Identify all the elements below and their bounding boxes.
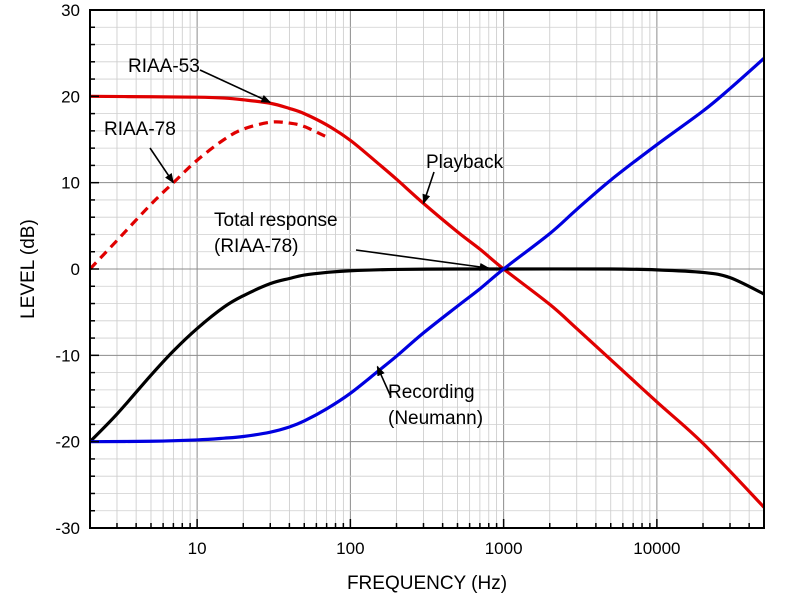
annotation-arrow-riaa-53 bbox=[199, 69, 272, 104]
annotation-total-response-line2: (RIAA-78) bbox=[214, 236, 298, 257]
annotation-total-response: Total response bbox=[214, 210, 338, 231]
tick-labels: 10 100 1000 10000 -30 -20 -10 0 10 20 30 bbox=[55, 1, 680, 558]
y-tick-label: -10 bbox=[55, 346, 80, 365]
annotation-arrow-recording bbox=[376, 365, 392, 398]
x-tick-label: 100 bbox=[336, 539, 364, 558]
series-line-total-response bbox=[90, 267, 764, 443]
series-line-riaa-78 bbox=[90, 120, 328, 271]
series-line-riaa-53 bbox=[90, 94, 764, 509]
annotation-playback: Playback bbox=[426, 152, 504, 173]
annotation-riaa-78: RIAA-78 bbox=[104, 119, 176, 140]
y-tick-label: 0 bbox=[71, 260, 80, 279]
series-line-recording bbox=[90, 57, 764, 444]
annotation-recording-line2: (Neumann) bbox=[388, 408, 483, 429]
annotation-recording: Recording bbox=[388, 382, 475, 403]
annotation-riaa-53: RIAA-53 bbox=[128, 56, 200, 77]
y-tick-label: 20 bbox=[61, 87, 80, 106]
x-tick-label: 10000 bbox=[633, 539, 680, 558]
y-tick-label: -30 bbox=[55, 519, 80, 538]
y-axis-title: LEVEL (dB) bbox=[18, 219, 39, 319]
series-layer bbox=[90, 57, 764, 509]
annotation-arrow-riaa-78 bbox=[149, 147, 175, 184]
annotation-arrow-total-response bbox=[355, 249, 490, 271]
annotations: RIAA-53 RIAA-78 Playback Total response (RIA… bbox=[104, 56, 504, 429]
y-tick-label: 10 bbox=[61, 174, 80, 193]
y-tick-label: -20 bbox=[55, 433, 80, 452]
x-axis-title: FREQUENCY (Hz) bbox=[347, 573, 507, 594]
y-tick-label: 30 bbox=[61, 1, 80, 20]
x-tick-label: 1000 bbox=[485, 539, 523, 558]
annotation-arrow-playback bbox=[422, 171, 435, 205]
ticks bbox=[89, 9, 765, 529]
x-tick-label: 10 bbox=[188, 539, 207, 558]
